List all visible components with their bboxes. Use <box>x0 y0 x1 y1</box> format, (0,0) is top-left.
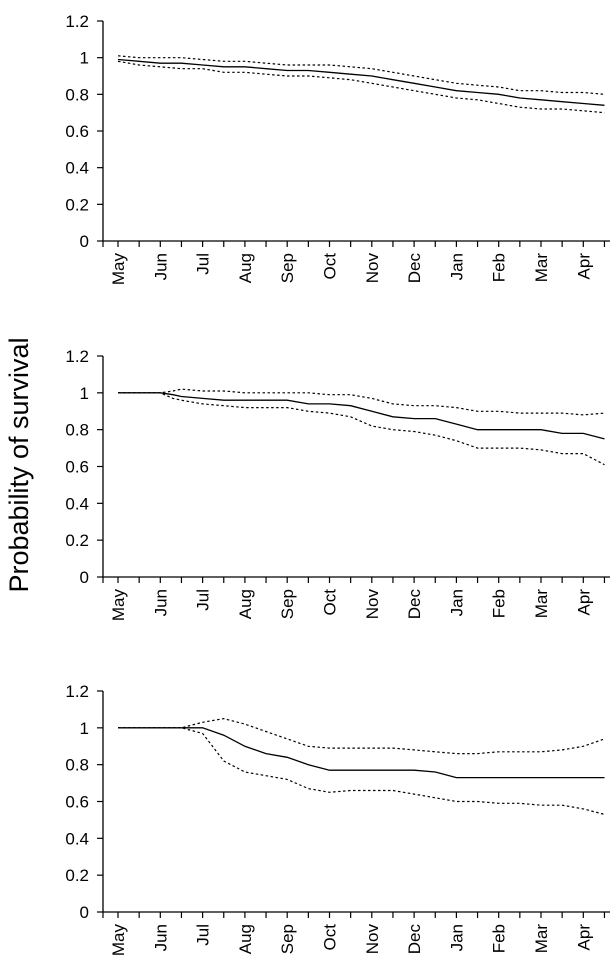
x-tick-label: Apr <box>574 253 593 280</box>
chart-panels: 0 0.2 0.4 0.6 0.8 1 1.2 May Jun Jul Aug Sep Oct Nov De… <box>65 12 610 956</box>
x-tick-label: Nov <box>363 253 382 284</box>
y-tick-label: 0 <box>80 568 89 587</box>
y-axis-label: Probability of survival <box>4 337 34 592</box>
x-tick-label: Feb <box>490 589 509 618</box>
x-tick-label: Jan <box>447 924 466 951</box>
x-tick-label: Jun <box>151 924 170 951</box>
x-tick-label: Jul <box>194 253 213 275</box>
x-tick-label: Jun <box>151 589 170 616</box>
x-tick-label: Dec <box>405 589 424 620</box>
y-tick-label: 0 <box>80 232 89 251</box>
x-tick-label: Sep <box>278 253 297 283</box>
x-tick-label: Apr <box>574 924 593 951</box>
x-tick-label: Aug <box>236 924 255 954</box>
chart-panel-1: 0 0.2 0.4 0.6 0.8 1 1.2 May Jun Jul Aug Sep Oct Nov De… <box>65 12 610 285</box>
x-tick-label: Apr <box>574 589 593 616</box>
y-tick-label: 0.2 <box>65 195 89 214</box>
x-tick-label: Mar <box>532 253 551 283</box>
x-tick-label: Mar <box>532 589 551 619</box>
x-tick-label: Mar <box>532 924 551 954</box>
y-tick-label: 0.8 <box>65 756 89 775</box>
x-tick-label: Feb <box>490 924 509 953</box>
y-tick-label: 0.6 <box>65 122 89 141</box>
y-tick-label: 1.2 <box>65 347 89 366</box>
confidence-bound-line <box>117 55 605 95</box>
y-tick-label: 1 <box>80 49 89 68</box>
y-tick-label: 0.6 <box>65 793 89 812</box>
x-tick-label: Oct <box>321 589 340 616</box>
chart-panel-2: 0 0.2 0.4 0.6 0.8 1 1.2 May Jun Jul Aug Sep Oct Nov De… <box>65 347 610 621</box>
x-tick-label: Sep <box>278 589 297 619</box>
x-tick-label: Sep <box>278 924 297 954</box>
x-tick-label: Jan <box>447 589 466 616</box>
y-tick-label: 0.8 <box>65 85 89 104</box>
survival-line <box>118 727 605 779</box>
x-tick-label: Nov <box>363 589 382 620</box>
y-tick-label: 0.2 <box>65 531 89 550</box>
x-tick-label: Dec <box>405 253 424 284</box>
confidence-bound-line <box>117 60 605 114</box>
x-tick-label: Oct <box>321 924 340 951</box>
x-tick-label: Jul <box>194 924 213 946</box>
y-tick-label: 1 <box>80 384 89 403</box>
chart-panel-3: 0 0.2 0.4 0.6 0.8 1 1.2 May Jun Jul Aug Sep Oct Nov De… <box>65 682 610 956</box>
x-tick-label: May <box>109 589 128 622</box>
confidence-bound-line <box>118 717 605 755</box>
confidence-bound-line <box>118 388 605 416</box>
x-tick-label: Oct <box>321 253 340 280</box>
x-tick-label: Nov <box>363 924 382 955</box>
x-tick-label: Aug <box>236 589 255 619</box>
y-tick-label: 0.4 <box>65 159 89 178</box>
y-tick-label: 0.4 <box>65 494 89 513</box>
x-tick-label: May <box>109 924 128 957</box>
y-tick-label: 1.2 <box>65 12 89 31</box>
x-tick-label: Jan <box>447 253 466 280</box>
y-tick-label: 1.2 <box>65 682 89 701</box>
y-tick-label: 0 <box>80 903 89 922</box>
confidence-bound-line <box>118 392 605 466</box>
x-tick-label: Jul <box>194 589 213 611</box>
confidence-bound-line <box>118 727 605 815</box>
y-tick-label: 0.8 <box>65 421 89 440</box>
x-tick-label: Jun <box>151 253 170 280</box>
x-tick-label: Dec <box>405 924 424 955</box>
y-tick-label: 1 <box>80 719 89 738</box>
survival-line <box>118 392 605 440</box>
x-tick-label: Aug <box>236 253 255 283</box>
x-tick-label: Feb <box>490 253 509 282</box>
survival-line <box>117 58 605 106</box>
y-tick-label: 0.2 <box>65 866 89 885</box>
y-tick-label: 0.4 <box>65 829 89 848</box>
y-tick-label: 0.6 <box>65 458 89 477</box>
x-tick-label: May <box>109 253 128 286</box>
